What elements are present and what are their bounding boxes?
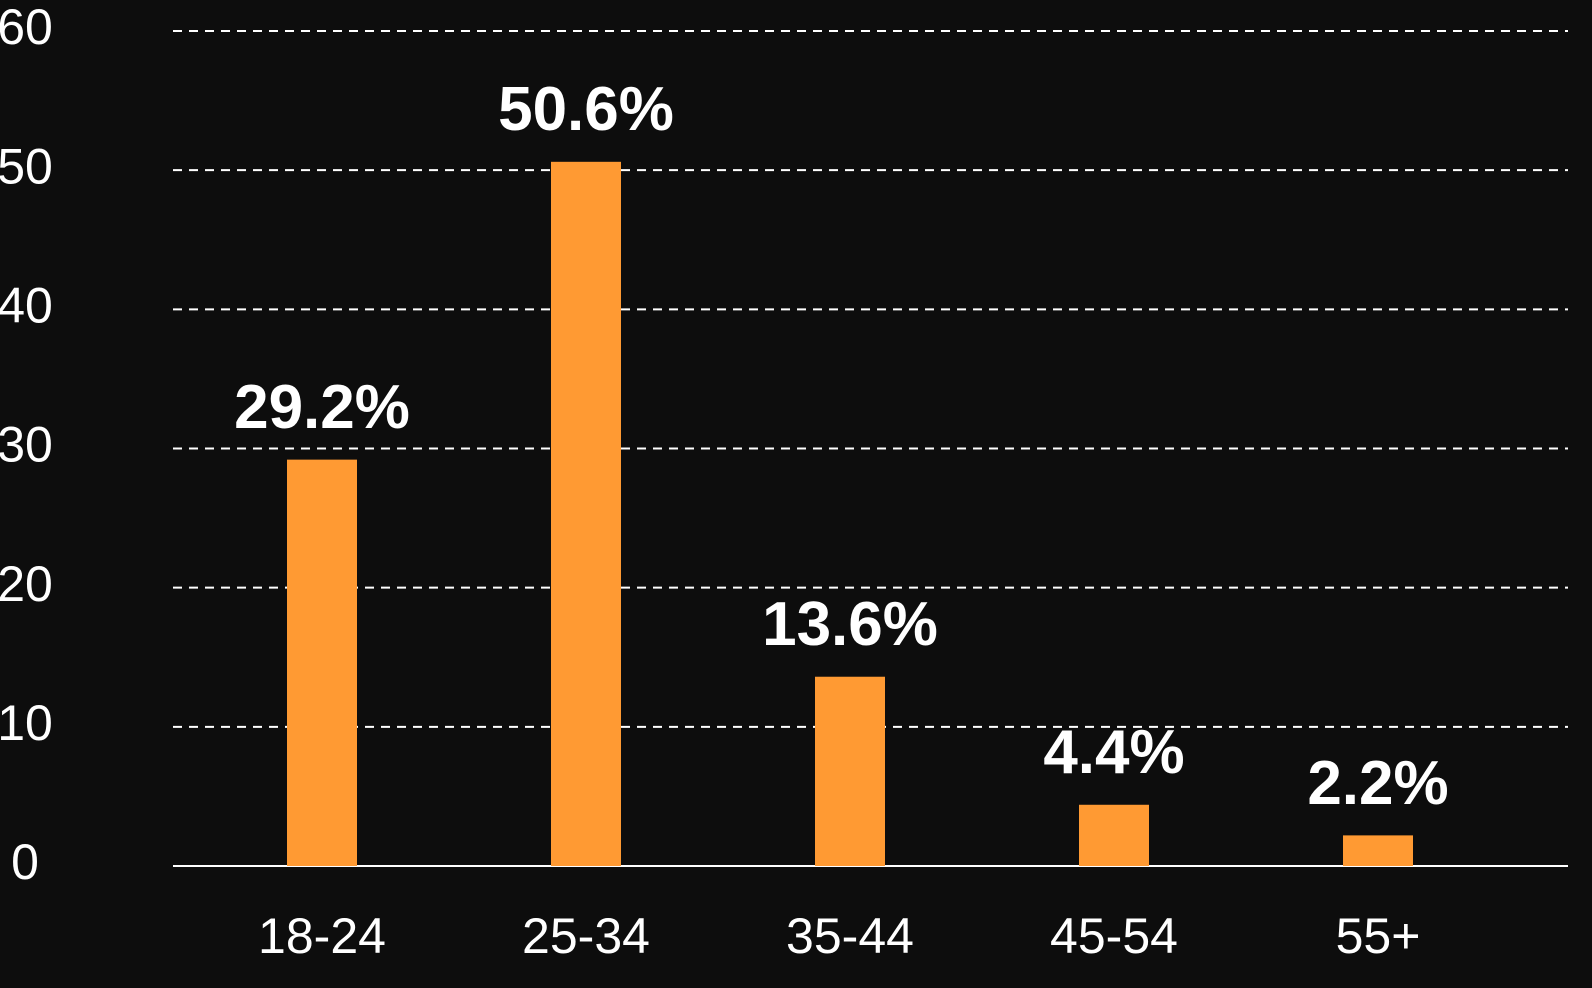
value-label: 29.2% [234,373,410,442]
y-tick-label: 20 [0,556,53,612]
bar [551,161,621,867]
x-tick-label: 45-54 [1050,908,1178,964]
x-tick-label: 35-44 [786,908,914,964]
y-tick-label: 40 [0,278,53,334]
y-tick-label: 60 [0,0,53,55]
y-tick-label: 10 [0,695,53,751]
y-tick-label: 50 [0,138,53,194]
bar [287,459,357,866]
y-tick-label: 30 [0,417,53,473]
value-label: 2.2% [1307,749,1448,818]
value-label: 13.6% [762,590,938,659]
bar [1079,804,1149,866]
y-tick-label: 0 [11,834,39,890]
value-label: 4.4% [1043,718,1184,787]
bar [1343,835,1413,866]
x-tick-label: 55+ [1336,908,1421,964]
value-label: 50.6% [498,75,674,144]
x-tick-label: 18-24 [258,908,386,964]
x-tick-label: 25-34 [522,908,650,964]
bar [815,676,885,866]
